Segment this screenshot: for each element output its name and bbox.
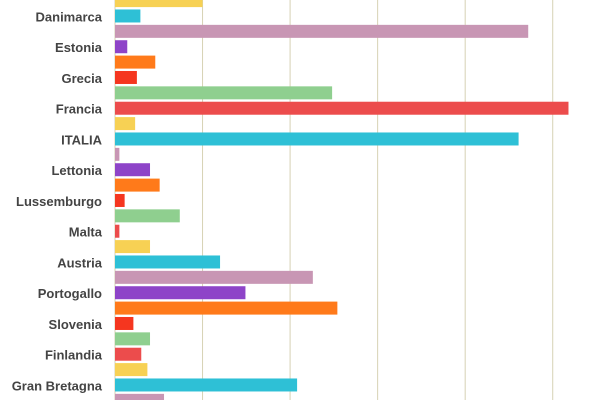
- bar: [115, 101, 569, 115]
- bar: [115, 363, 148, 377]
- y-tick-label: ITALIA: [61, 132, 103, 147]
- bar: [115, 332, 151, 346]
- y-tick-label: Estonia: [55, 40, 103, 55]
- y-tick-label: Gran Bretagna: [12, 378, 103, 393]
- bar: [115, 163, 151, 177]
- bar: [115, 147, 120, 161]
- bar: [115, 209, 180, 223]
- y-tick-label: Austria: [57, 255, 103, 270]
- bar: [115, 316, 134, 330]
- bar: [115, 255, 221, 269]
- bar: [115, 270, 313, 284]
- bar: [115, 378, 298, 392]
- bar: [115, 132, 519, 146]
- y-tick-label: Finlandia: [45, 348, 103, 363]
- bar: [115, 70, 137, 84]
- y-tick-label: Grecia: [62, 71, 103, 86]
- bar: [115, 286, 246, 300]
- bar: [115, 301, 338, 315]
- bar: [115, 393, 165, 400]
- y-tick-label: Lettonia: [51, 163, 102, 178]
- y-tick-label: Portogallo: [38, 286, 102, 301]
- bar: [115, 40, 128, 54]
- bar: [115, 240, 151, 254]
- bar: [115, 193, 125, 207]
- bar: [115, 117, 136, 131]
- bar: [115, 24, 529, 38]
- bar: [115, 178, 160, 192]
- bar: [115, 0, 203, 8]
- y-tick-label: Slovenia: [49, 317, 103, 332]
- y-tick-label: Lussemburgo: [16, 194, 102, 209]
- bar: [115, 86, 333, 100]
- bar: [115, 9, 141, 23]
- y-tick-label: Danimarca: [36, 9, 103, 24]
- bar: [115, 224, 120, 238]
- bar: [115, 55, 156, 69]
- y-tick-label: Francia: [56, 102, 103, 117]
- y-tick-label: Malta: [69, 225, 103, 240]
- bar: [115, 347, 142, 361]
